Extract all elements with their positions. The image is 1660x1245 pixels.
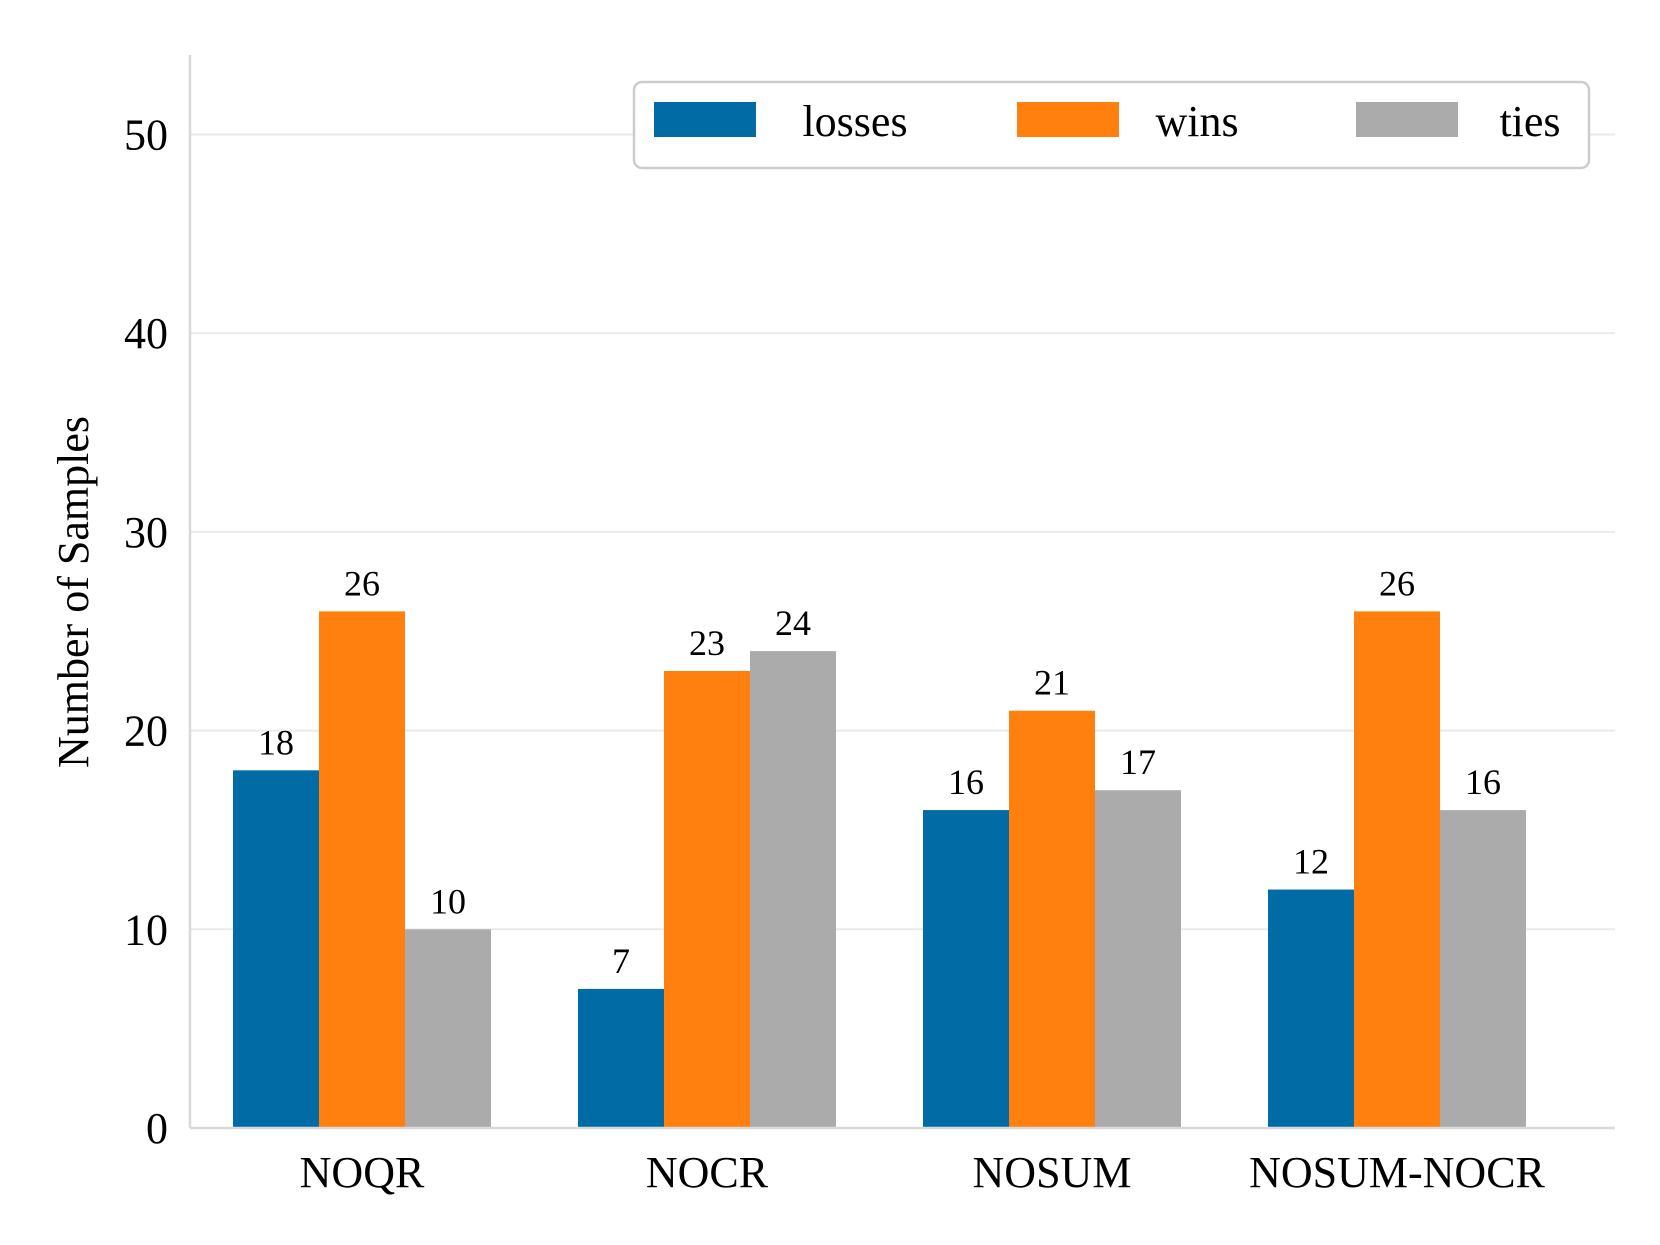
bar-losses-nocr (578, 988, 664, 1128)
legend-label-wins: wins (1155, 97, 1238, 146)
data-label-ties-nocr: 24 (775, 603, 811, 643)
legend-label-ties: ties (1499, 97, 1560, 146)
y-tick-label: 40 (124, 309, 168, 358)
x-tick-label: NOSUM-NOCR (1249, 1148, 1545, 1197)
y-tick-label: 50 (124, 110, 168, 159)
bar-ties-nosum (1095, 790, 1181, 1128)
legend-label-losses: losses (802, 97, 907, 146)
bar-wins-nosum-nocr (1354, 611, 1440, 1128)
legend-swatch-wins (1017, 102, 1119, 137)
data-label-wins-nosum-nocr: 26 (1379, 563, 1415, 603)
data-label-ties-noqr: 10 (430, 881, 466, 921)
bar-wins-nosum (1009, 710, 1095, 1128)
data-label-ties-nosum-nocr: 16 (1465, 762, 1501, 802)
data-label-losses-nocr: 7 (612, 941, 630, 981)
y-tick-label: 10 (124, 905, 168, 954)
y-tick-label: 30 (124, 508, 168, 557)
y-tick-label: 20 (124, 707, 168, 756)
data-labels: 18 26 10 7 23 24 16 21 17 12 26 16 (258, 563, 1501, 981)
bar-losses-nosum-nocr (1268, 889, 1354, 1128)
y-axis-title: Number of Samples (49, 416, 98, 768)
data-label-wins-nosum: 21 (1034, 663, 1070, 703)
bar-losses-noqr (233, 770, 319, 1128)
bar-wins-noqr (319, 611, 405, 1128)
y-tick-label: 0 (146, 1104, 168, 1153)
data-label-ties-nosum: 17 (1120, 742, 1156, 782)
data-label-losses-noqr: 18 (258, 722, 294, 762)
bar-ties-nocr (750, 651, 836, 1128)
bars (233, 611, 1526, 1128)
x-tick-label: NOCR (646, 1148, 769, 1197)
x-tick-label: NOQR (300, 1148, 425, 1197)
bar-losses-nosum (923, 810, 1009, 1128)
bar-ties-nosum-nocr (1440, 810, 1526, 1128)
x-tick-labels: NOQR NOCR NOSUM NOSUM-NOCR (300, 1148, 1546, 1197)
data-label-wins-nocr: 23 (689, 623, 725, 663)
bar-ties-noqr (405, 929, 491, 1128)
legend-swatch-ties (1356, 102, 1458, 137)
bar-wins-nocr (664, 670, 750, 1128)
legend: losses wins ties (632, 80, 1591, 170)
legend-swatch-losses (654, 102, 756, 137)
data-label-wins-noqr: 26 (344, 563, 380, 603)
data-label-losses-nosum: 16 (948, 762, 984, 802)
data-label-losses-nosum-nocr: 12 (1293, 842, 1329, 882)
y-tick-labels: 0 10 20 30 40 50 (124, 110, 168, 1153)
x-tick-label: NOSUM (973, 1148, 1132, 1197)
